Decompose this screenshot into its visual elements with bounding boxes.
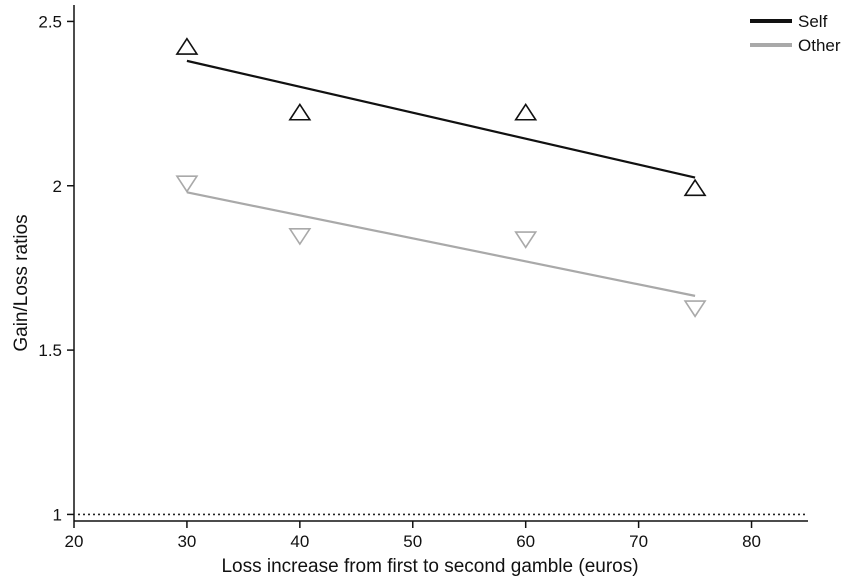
series-other [175,175,707,318]
y-tick-label: 1 [53,505,62,524]
x-axis-title: Loss increase from first to second gambl… [221,556,638,577]
x-tick-label: 60 [516,532,535,551]
data-point-self [514,102,538,121]
y-tick-label: 2 [53,177,62,196]
data-point-self [175,37,199,55]
y-axis-title: Gain/Loss ratios [11,214,32,351]
x-tick-label: 40 [290,532,309,551]
y-tick-label: 1.5 [38,341,62,360]
axes: 20 30 40 50 60 70 80 1 1.5 2 2.5 [38,5,808,551]
x-tick-label: 80 [742,532,761,551]
x-tick-label: 50 [403,532,422,551]
trend-line-self [186,59,696,179]
data-point-other [175,175,199,193]
y-tick-label: 2.5 [38,12,62,31]
trend-line-other [186,191,696,297]
x-tick-label: 20 [65,532,84,551]
legend-label-self: Self [798,12,828,31]
series-self [175,37,707,197]
data-point-other [514,231,538,249]
data-point-other [683,300,707,318]
data-point-self [683,178,707,197]
legend-label-other: Other [798,36,841,55]
x-tick-label: 70 [629,532,648,551]
data-point-self [288,102,312,121]
series-layer [175,37,707,318]
x-tick-label: 30 [177,532,196,551]
legend: Self Other [750,12,841,55]
data-point-other [288,227,312,246]
